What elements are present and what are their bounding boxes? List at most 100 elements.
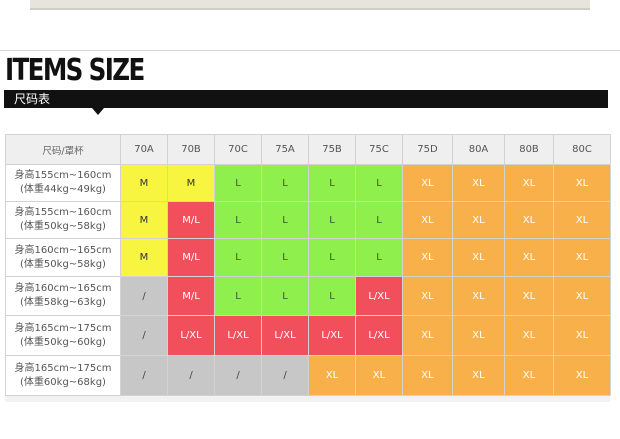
size-cell: XL	[452, 355, 505, 396]
row-header: 身高165cm~175cm (体重50kg~60kg)	[5, 315, 121, 356]
table-row: 身高165cm~175cm (体重50kg~60kg) / L/XL L/XL L/XL L…	[5, 315, 611, 356]
size-cell: XL	[402, 355, 453, 396]
size-chart-title-bar: 尺码表	[4, 90, 608, 108]
section-heading: ITEMS SIZE	[5, 53, 145, 88]
size-cell: L	[261, 201, 309, 239]
row-weight-range: (体重50kg~58kg)	[20, 258, 106, 270]
row-height-range: 身高160cm~165cm	[14, 244, 112, 256]
size-cell: XL	[553, 315, 611, 356]
size-cell: /	[214, 355, 262, 396]
row-height-range: 身高155cm~160cm	[14, 207, 112, 218]
size-cell: M/L	[167, 276, 215, 316]
size-cell: XL	[452, 164, 505, 202]
product-image-shadow	[30, 8, 590, 10]
corner-header: 尺码/罩杯	[5, 134, 121, 165]
column-header: 75D	[402, 134, 453, 165]
size-cell: XL	[553, 276, 611, 316]
title-bar-pointer	[92, 108, 104, 115]
size-cell: L	[261, 164, 309, 202]
size-cell: M	[167, 164, 215, 202]
size-cell: XL	[452, 315, 505, 356]
size-cell: L	[308, 164, 356, 202]
size-cell: L	[261, 238, 309, 277]
row-weight-range: (体重60kg~68kg)	[20, 376, 106, 388]
size-chart-table: 尺码/罩杯 70A 70B 70C 75A 75B 75C 75D 80A 80…	[5, 134, 611, 396]
size-cell: M	[120, 238, 168, 277]
size-cell: L	[214, 201, 262, 239]
size-cell: /	[167, 355, 215, 396]
size-cell: L	[355, 201, 403, 239]
size-cell: XL	[553, 164, 611, 202]
column-header: 75B	[308, 134, 356, 165]
size-cell: L	[261, 276, 309, 316]
row-weight-range: (体重58kg~63kg)	[20, 297, 106, 308]
row-height-range: 身高160cm~165cm	[14, 283, 112, 294]
table-row: 身高160cm~165cm (体重58kg~63kg) / M/L L L L L/XL XL X…	[5, 276, 611, 316]
size-cell: M/L	[167, 201, 215, 239]
size-cell: XL	[402, 315, 453, 356]
size-cell: L	[308, 276, 356, 316]
size-cell: L	[214, 238, 262, 277]
size-cell: XL	[402, 276, 453, 316]
table-row: 身高155cm~160cm (体重44kg~49kg) M M L L L L XL XL XL XL	[5, 164, 611, 202]
row-header: 身高165cm~175cm (体重60kg~68kg)	[5, 355, 121, 396]
size-cell: XL	[504, 238, 554, 277]
column-header: 70C	[214, 134, 262, 165]
product-image-bottom-edge	[30, 0, 590, 8]
column-header: 70A	[120, 134, 168, 165]
column-header: 80B	[504, 134, 554, 165]
row-header: 身高160cm~165cm (体重50kg~58kg)	[5, 238, 121, 277]
size-cell: L/XL	[214, 315, 262, 356]
size-cell: XL	[452, 201, 505, 239]
size-cell: XL	[355, 355, 403, 396]
row-weight-range: (体重50kg~60kg)	[20, 336, 106, 348]
size-cell: L	[355, 238, 403, 277]
size-cell: M/L	[167, 238, 215, 277]
size-cell: L	[308, 201, 356, 239]
column-header: 80A	[452, 134, 505, 165]
size-cell: XL	[504, 276, 554, 316]
size-cell: /	[120, 276, 168, 316]
size-cell: XL	[452, 276, 505, 316]
size-cell: XL	[504, 315, 554, 356]
column-header: 75A	[261, 134, 309, 165]
size-cell: L/XL	[355, 276, 403, 316]
row-header: 身高155cm~160cm (体重50kg~58kg)	[5, 201, 121, 239]
column-header: 75C	[355, 134, 403, 165]
size-cell: XL	[504, 164, 554, 202]
size-cell: L/XL	[308, 315, 356, 356]
size-cell: XL	[553, 238, 611, 277]
size-cell: XL	[402, 238, 453, 277]
table-header-row: 尺码/罩杯 70A 70B 70C 75A 75B 75C 75D 80A 80…	[5, 134, 611, 165]
row-weight-range: (体重50kg~58kg)	[20, 221, 106, 232]
size-cell: XL	[553, 201, 611, 239]
size-cell: M	[120, 201, 168, 239]
size-cell: L	[214, 276, 262, 316]
row-header: 身高155cm~160cm (体重44kg~49kg)	[5, 164, 121, 202]
size-cell: XL	[402, 201, 453, 239]
size-cell: L	[308, 238, 356, 277]
section-divider	[0, 50, 620, 51]
row-weight-range: (体重44kg~49kg)	[20, 184, 106, 195]
row-height-range: 身高165cm~175cm	[14, 362, 112, 374]
size-cell: L/XL	[167, 315, 215, 356]
table-bottom-shadow	[5, 396, 610, 402]
size-chart-title: 尺码表	[14, 92, 51, 106]
size-cell: XL	[504, 355, 554, 396]
size-cell: L/XL	[355, 315, 403, 356]
size-cell: L	[355, 164, 403, 202]
size-cell: XL	[402, 164, 453, 202]
table-row: 身高165cm~175cm (体重60kg~68kg) / / / / XL XL XL XL XL…	[5, 355, 611, 396]
size-cell: /	[261, 355, 309, 396]
row-height-range: 身高155cm~160cm	[14, 170, 112, 181]
size-cell: /	[120, 315, 168, 356]
size-cell: M	[120, 164, 168, 202]
column-header: 70B	[167, 134, 215, 165]
size-cell: XL	[308, 355, 356, 396]
size-cell: XL	[452, 238, 505, 277]
table-body: 身高155cm~160cm (体重44kg~49kg) M M L L L L XL XL XL XL…	[5, 164, 611, 396]
table-row: 身高160cm~165cm (体重50kg~58kg) M M/L L L L L XL XL XL…	[5, 238, 611, 277]
size-cell: XL	[504, 201, 554, 239]
size-cell: /	[120, 355, 168, 396]
table-row: 身高155cm~160cm (体重50kg~58kg) M M/L L L L L XL XL XL…	[5, 201, 611, 239]
